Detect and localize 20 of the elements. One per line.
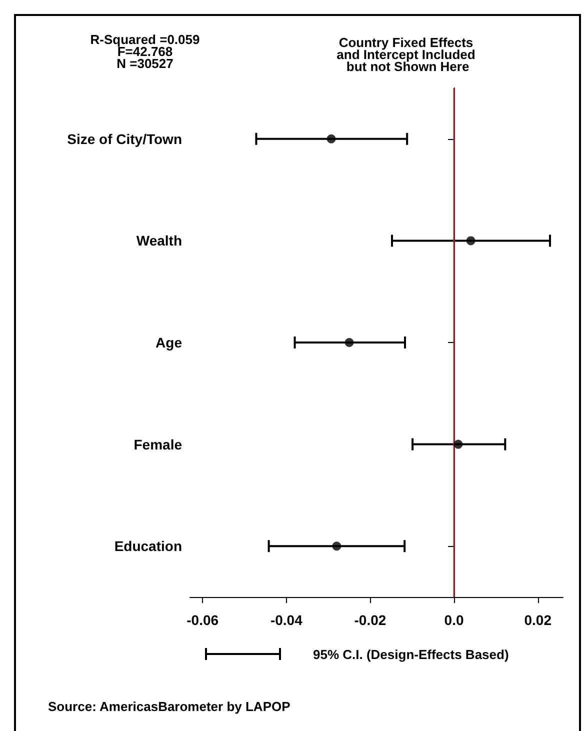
text: 95% C.I. (Design-Effects Based) (313, 647, 509, 662)
point (344, 338, 354, 347)
x-tick-label: -0.06 (186, 612, 219, 628)
x-tick-label: 0.02 (524, 612, 552, 628)
source-note: Source: AmericasBarometer by LAPOP (48, 699, 290, 714)
text: Country Fixed Effects (338, 35, 474, 50)
x-tick-label: 0.0 (444, 612, 464, 628)
y-tick-label: Size of City/Town (67, 130, 182, 147)
point (332, 542, 342, 551)
x-tick-label: -0.02 (354, 612, 386, 628)
text: N =30527 (116, 56, 174, 71)
y-tick-label: Age (156, 334, 182, 350)
point (454, 440, 463, 449)
text: R-Squared =0.059 (89, 32, 201, 47)
y-tick-label: Wealth (136, 232, 182, 249)
point (326, 134, 336, 144)
point (466, 236, 476, 246)
y-tick-label: Education (114, 538, 182, 554)
x-tick-label: -0.04 (270, 612, 303, 628)
y-tick-label: Female (134, 436, 182, 452)
